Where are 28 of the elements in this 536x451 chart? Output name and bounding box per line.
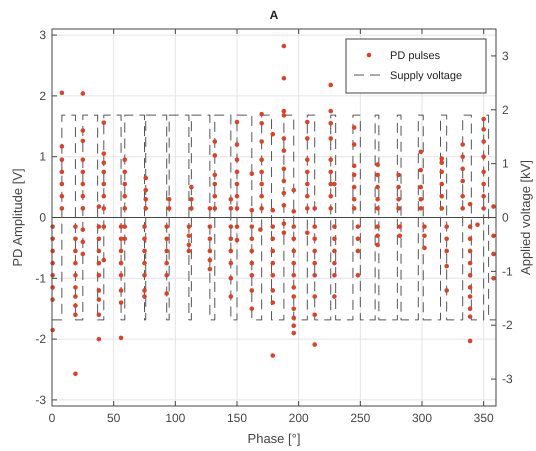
legend-label: Supply voltage [390, 70, 462, 82]
y-tick-label: 2 [39, 88, 46, 103]
x-tick-label: 250 [350, 411, 371, 425]
y2-tick-label: 1 [502, 156, 509, 171]
x-tick-label: 50 [106, 411, 121, 425]
y-tick-label: 0 [39, 210, 46, 224]
chart-title: A [270, 8, 279, 22]
y2-tick-label: -2 [502, 318, 513, 332]
y2-tick-label: 3 [502, 48, 509, 63]
y2-tick-label: 2 [502, 102, 509, 117]
y-tick-label: -1 [35, 271, 46, 286]
x-tick-label: 100 [165, 411, 186, 425]
x-tick-label: 300 [412, 411, 432, 425]
y2-tick-label: -1 [502, 264, 513, 278]
y2-axis-title: Applied voltage [kV] [518, 160, 533, 275]
y-tick-label: -3 [35, 392, 46, 407]
y2-tick-label: -3 [502, 372, 513, 386]
y2-tick-label: 0 [502, 210, 509, 224]
legend-label: PD pulses [390, 50, 441, 62]
y-tick-label: -2 [35, 332, 46, 346]
x-tick-label: 200 [288, 411, 309, 425]
y-axis-title: PD Amplitude [V] [10, 168, 25, 267]
x-tick-label: 350 [474, 411, 494, 425]
x-tick-label: 150 [226, 411, 248, 425]
y-tick-label: 3 [39, 28, 46, 42]
x-tick-label: 0 [48, 411, 56, 425]
y-tick-label: 1 [39, 150, 46, 164]
x-axis-title: Phase [°] [248, 431, 300, 446]
